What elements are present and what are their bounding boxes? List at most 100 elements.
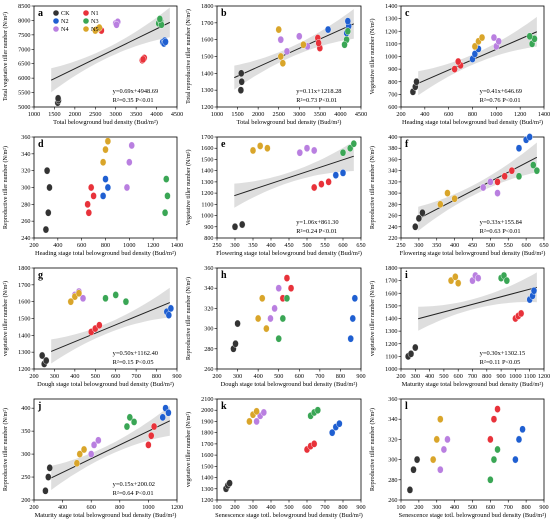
y-tick-label: 1600 (201, 37, 213, 44)
fit-equation: y=0.41x+646.69 (480, 88, 522, 95)
y-tick-label: 300 (21, 185, 30, 192)
data-point-n5 (92, 26, 99, 35)
y-tick-label: 800 (388, 79, 397, 86)
x-tick-label: 900 (496, 373, 505, 380)
data-point-n1 (325, 178, 332, 186)
panel-j: 200 400 600 800 1000 1200200250300350400Matur… (2, 398, 183, 519)
legend-label-n4: N4 (61, 26, 69, 33)
y-tick-label: 240 (21, 235, 30, 242)
x-tick-label: 1200 (171, 504, 183, 511)
data-point-n4 (253, 417, 260, 426)
data-point-n4 (277, 35, 284, 44)
fit-stat: R²=0.64 P<0.01 (113, 490, 154, 497)
x-tick-label: 500 (468, 504, 477, 511)
data-point-n2 (519, 425, 526, 434)
y-tick-label: 360 (388, 156, 397, 163)
data-point-n2 (471, 50, 479, 58)
y-tick-label: 1600 (201, 452, 213, 459)
data-point-n5 (249, 146, 257, 155)
data-point-ck (234, 319, 241, 328)
data-point-n1 (490, 415, 498, 424)
x-tick-label: 600 (302, 504, 311, 511)
y-tick-label: 900 (204, 224, 213, 231)
x-tick-label: 2500 (89, 111, 101, 118)
y-tick-label: 1600 (385, 290, 397, 297)
data-point-ck (43, 356, 50, 365)
data-point-n1 (494, 405, 501, 413)
data-point-n3 (123, 422, 131, 431)
fit-line (417, 31, 538, 84)
fit-line (50, 21, 171, 81)
y-tick-label: 340 (21, 151, 30, 158)
data-point-n2 (349, 314, 356, 323)
x-tick-label: 350 (248, 242, 257, 249)
data-point-n5 (300, 40, 307, 49)
y-tick-label: 280 (204, 346, 213, 353)
x-tick-label: 550 (320, 242, 329, 249)
data-point-n5 (264, 144, 271, 153)
data-point-n1 (84, 200, 91, 209)
x-axis-label: Flowering stage total belowground bud de… (216, 250, 362, 257)
x-tick-label: 1200 (147, 242, 159, 249)
y-tick-label: 340 (388, 168, 397, 175)
x-tick-label: 500 (439, 373, 448, 380)
data-point-ck (42, 225, 50, 234)
y-tick-label: 5500 (18, 90, 30, 97)
plot-frame (400, 398, 545, 501)
x-tick-label: 1100 (524, 373, 536, 380)
fit-stat: R²=0.11 P<0.05 (480, 359, 521, 366)
data-point-n5 (437, 415, 444, 424)
x-tick-label: 1000 (28, 111, 40, 118)
x-axis-label: Senescence stage totl. belowground bud d… (215, 512, 363, 519)
fit-stat: R²=0.24 P<0.01 (296, 228, 337, 235)
x-tick-label: 900 (172, 373, 181, 380)
data-point-n1 (96, 321, 103, 330)
data-point-n4 (95, 436, 102, 445)
x-tick-label: 400 (450, 242, 459, 249)
data-point-n1 (90, 192, 97, 200)
panel-g: 200 300 400 500 600 700 800 900 1200 1300 1400 1500… (2, 265, 182, 388)
data-point-ck (232, 339, 239, 348)
y-tick-label: 1800 (201, 3, 213, 10)
y-tick-label: 8500 (18, 3, 30, 10)
data-point-n3 (339, 148, 347, 157)
fit-equation: y=0.69x+4948.69 (113, 88, 159, 95)
y-axis-label: Reproductive tiller number (N/m²) (2, 146, 9, 229)
data-point-n3 (156, 15, 164, 23)
y-axis-label: Vegetative tiller number (N/m²) (369, 19, 376, 95)
y-tick-label: 380 (388, 145, 397, 152)
y-axis-label: Total reproductive tiller number (N/m²) (185, 9, 192, 104)
data-point-ck (412, 343, 419, 352)
x-tick-label: 450 (468, 242, 477, 249)
x-tick-label: 900 (539, 504, 548, 511)
data-point-ck (226, 479, 233, 487)
legend: CK N1 N2 N3 N4 N5 (53, 10, 99, 33)
x-tick-label: 900 (356, 373, 365, 380)
x-tick-label: 800 (521, 504, 530, 511)
data-point-n1 (517, 309, 525, 318)
x-tick-label: 1200 (538, 373, 550, 380)
data-point-n3 (275, 334, 282, 343)
panel-letter: e (221, 139, 226, 150)
data-point-ck (38, 351, 46, 360)
data-point-n5 (455, 279, 462, 287)
x-tick-label: 500 (274, 373, 283, 380)
y-tick-label: 1200 (18, 366, 30, 373)
y-axis-label: Total vegetative tiller number (N/m²) (2, 12, 9, 101)
panel-b: 1000 1500 2000 2500 3000 3500 4000 4500 1200 1300… (185, 3, 367, 126)
data-point-n1 (148, 431, 155, 440)
legend-label-n1: N1 (91, 10, 99, 17)
x-tick-label: 2500 (273, 111, 285, 118)
data-point-ck (413, 77, 420, 86)
data-point-n3 (161, 208, 169, 217)
data-point-n5 (99, 158, 107, 167)
data-point-ck (45, 208, 52, 217)
y-tick-label: 400 (21, 405, 30, 412)
x-tick-label: 550 (504, 242, 513, 249)
data-point-n4 (267, 314, 274, 323)
y-tick-label: 600 (388, 104, 397, 111)
data-point-n5 (471, 42, 479, 51)
data-point-n1 (287, 284, 295, 293)
x-tick-label: 600 (338, 242, 347, 249)
